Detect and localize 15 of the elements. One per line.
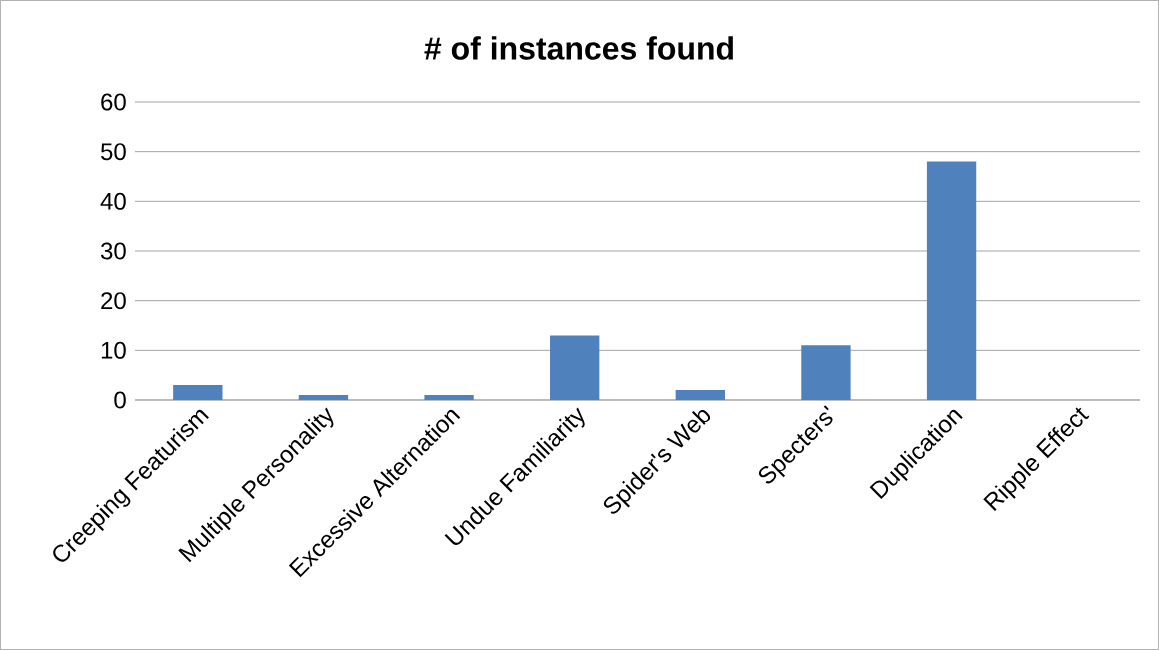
y-tick-label: 10 (101, 341, 126, 359)
bar (424, 395, 474, 400)
bar (298, 395, 349, 400)
y-tick-label: 20 (101, 292, 126, 310)
bar (801, 345, 851, 400)
chart-title: # of instances found (424, 36, 733, 60)
y-tick-label: 60 (101, 93, 126, 111)
bar (926, 161, 977, 400)
bar (675, 390, 725, 400)
y-tick-label: 0 (114, 391, 126, 409)
bar (173, 385, 223, 400)
y-tick-label: 50 (101, 143, 126, 161)
y-tick-label: 40 (100, 192, 126, 210)
bar (550, 335, 600, 400)
y-tick-label: 30 (100, 242, 126, 260)
